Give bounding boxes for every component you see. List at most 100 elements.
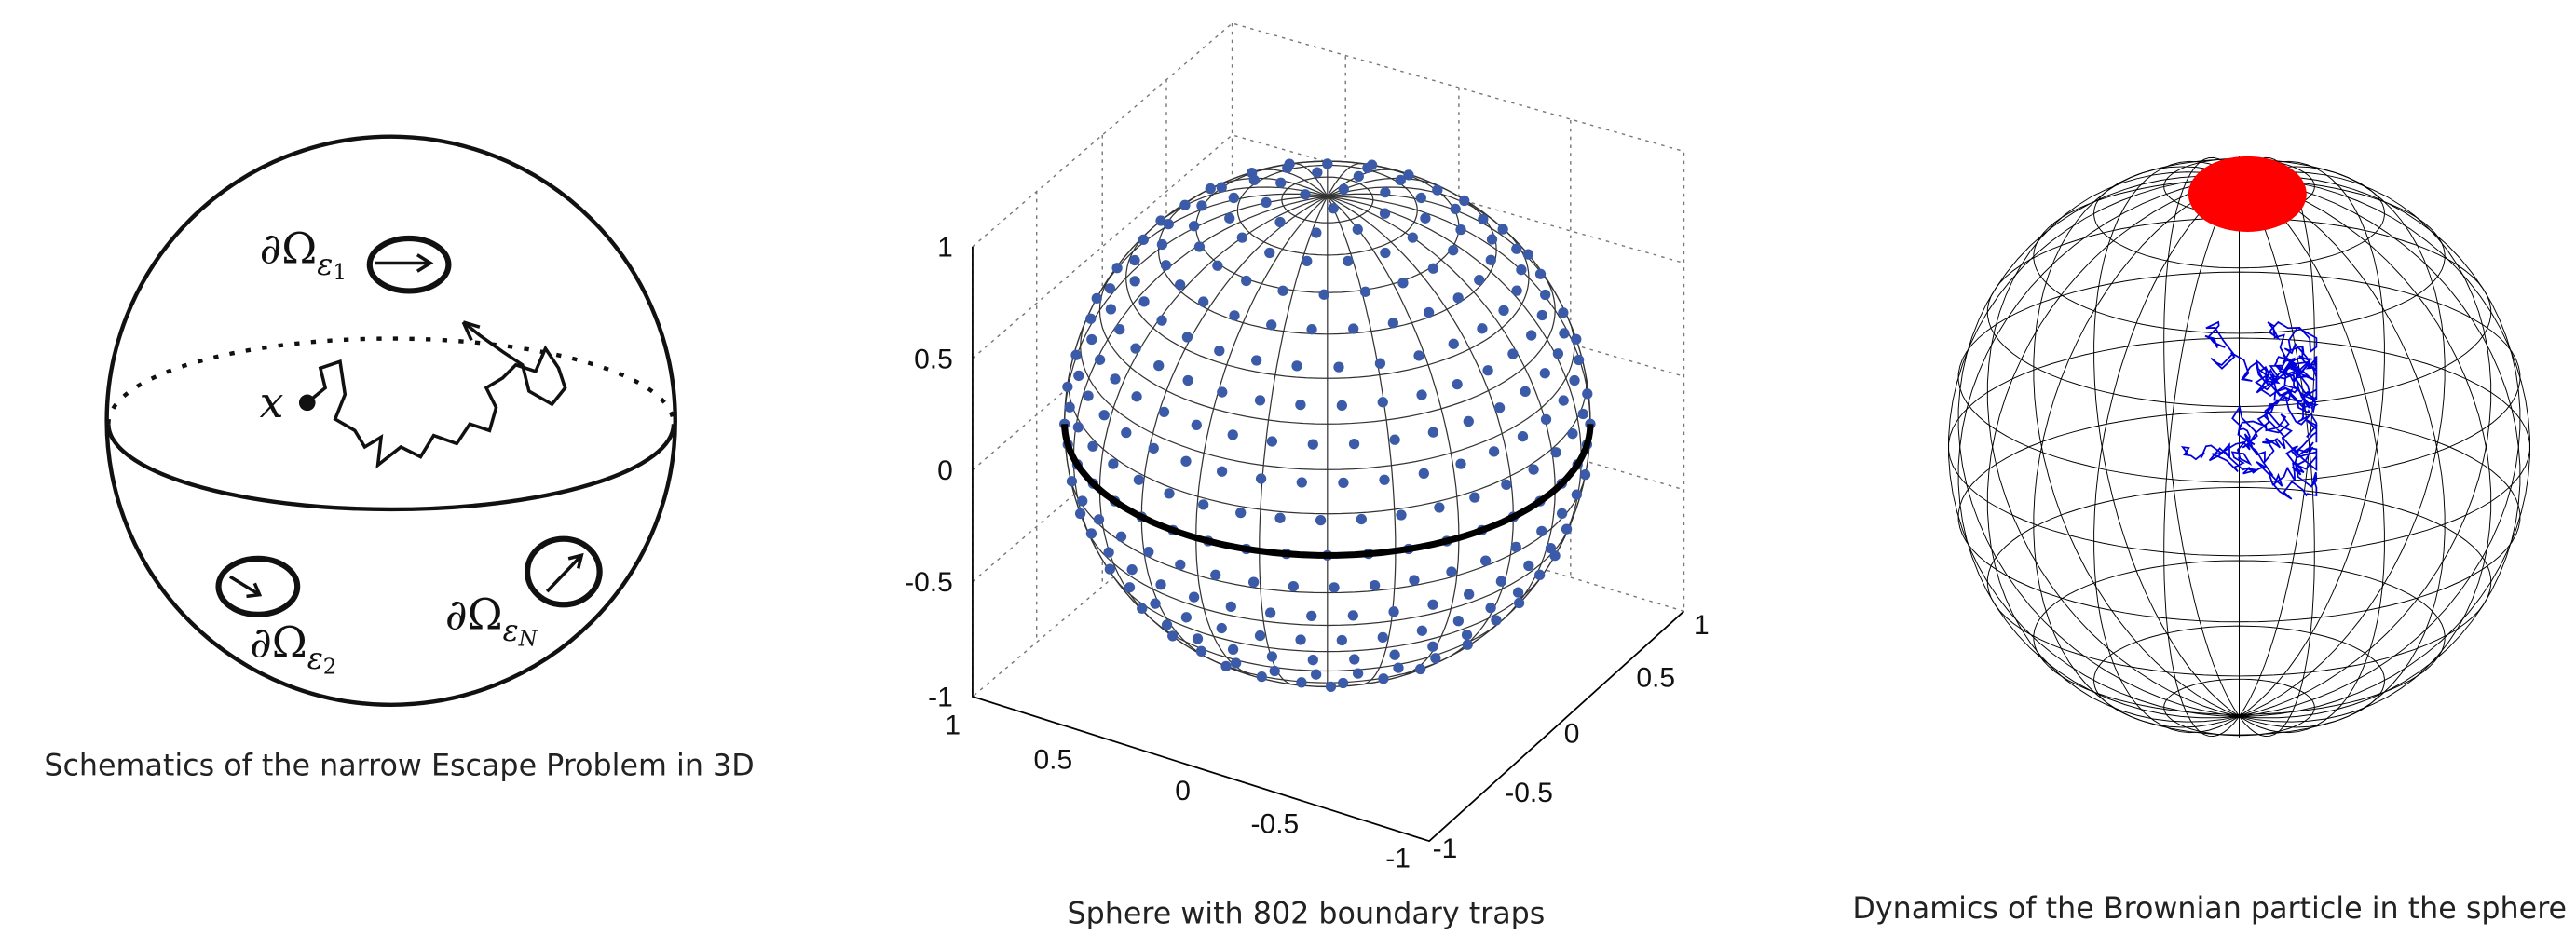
- trap-dot: [1150, 598, 1161, 609]
- trap-dot: [1352, 224, 1363, 235]
- trap-dot: [1266, 319, 1277, 331]
- trap-dot: [1485, 603, 1496, 614]
- trap-dot: [1455, 458, 1466, 469]
- axes: [972, 246, 1685, 843]
- label-base: ∂Ω: [260, 223, 318, 273]
- tick-label: -0.5: [905, 567, 953, 598]
- trap-dot: [1062, 381, 1073, 393]
- trap-dot: [1427, 263, 1439, 274]
- trap-dot: [1300, 189, 1311, 200]
- trap-dot: [1356, 513, 1367, 525]
- trap-dot: [1129, 276, 1140, 287]
- trap-dot: [1307, 439, 1318, 450]
- trap-dot: [1561, 523, 1573, 535]
- trap-dot: [1066, 476, 1078, 487]
- trap-dot: [1104, 283, 1116, 294]
- trap-dot: [1512, 587, 1524, 598]
- trap-n: [524, 535, 603, 608]
- tick-label: 0: [937, 455, 953, 486]
- trap-dot: [1121, 427, 1132, 439]
- trap-dot: [1164, 488, 1175, 499]
- trap-dot: [1479, 555, 1492, 566]
- point-label: x: [260, 377, 284, 427]
- label-subsub: N: [518, 627, 538, 651]
- trap-dot: [1311, 669, 1322, 680]
- trap-dot: [1511, 243, 1522, 254]
- trap-dot: [1158, 406, 1170, 418]
- trap-dot: [1275, 177, 1287, 188]
- z-ticks: 1 0.5 0 -0.5 -1: [905, 232, 953, 712]
- trap-dot: [1094, 354, 1106, 365]
- grid-line: [1293, 162, 1329, 197]
- trap-dot: [1336, 400, 1347, 411]
- trap-dot: [1295, 634, 1306, 645]
- trap-dot: [1077, 495, 1088, 507]
- arrow-n: [545, 552, 584, 593]
- trap-dot: [1312, 167, 1323, 178]
- grid-line: [2033, 166, 2240, 717]
- trap-dot: [1216, 622, 1227, 634]
- trap-dot: [1567, 428, 1578, 440]
- grid-line: [1957, 177, 2240, 719]
- trap-dot: [1556, 508, 1568, 520]
- caption: Dynamics of the Brownian particle in the…: [1852, 892, 2567, 926]
- trap-dot: [1427, 427, 1439, 438]
- grid-line: [1986, 171, 2240, 717]
- trap-dot: [1407, 232, 1418, 243]
- grid-line: [2239, 177, 2385, 734]
- trap-dot: [1522, 249, 1533, 260]
- trap-dot: [1093, 514, 1105, 525]
- trap-dot: [1108, 458, 1119, 469]
- equator-back: [106, 336, 676, 425]
- trap-dot: [1074, 508, 1086, 520]
- trap-1: [366, 235, 452, 294]
- trap-dot: [1469, 492, 1480, 503]
- trap-dot: [1416, 389, 1427, 400]
- trap-dot: [1254, 395, 1266, 406]
- trap-dot: [1072, 422, 1084, 433]
- grid-line: [1327, 196, 1591, 425]
- label-base: ∂Ω: [250, 617, 307, 668]
- trap-dot: [1163, 219, 1174, 230]
- trap-dot: [1130, 343, 1141, 354]
- trap-dot: [1523, 560, 1534, 572]
- random-walk: [306, 320, 567, 469]
- trap-dot: [1477, 323, 1488, 334]
- trap-dot: [1198, 499, 1209, 510]
- tick-label: -1: [1433, 833, 1458, 864]
- trap-label-1: ∂Ωε1: [260, 223, 347, 285]
- trap-dot: [1528, 464, 1539, 475]
- trap-dot: [1474, 274, 1485, 286]
- grid-line: [2239, 160, 2385, 717]
- grid-line: [2239, 177, 2530, 717]
- trap-dot: [1397, 278, 1409, 289]
- start-point: [298, 394, 316, 412]
- trap-dot: [1126, 564, 1138, 576]
- trap-dot: [1415, 192, 1426, 204]
- x-ticks: 1 0.5 0 -0.5 -1: [945, 711, 1411, 874]
- trap-dot: [1274, 512, 1286, 523]
- trap-dot: [1188, 591, 1200, 603]
- trap-dot: [1322, 158, 1333, 169]
- trap-dot: [1448, 338, 1459, 349]
- trap-dot: [1196, 200, 1207, 211]
- trap-dot: [1296, 677, 1307, 688]
- trap-dot: [1427, 599, 1438, 610]
- trap-dot: [1235, 508, 1247, 519]
- trap-dot: [1086, 333, 1097, 346]
- trap-dot: [1452, 616, 1465, 627]
- trap-dot: [1534, 268, 1547, 279]
- grid-line: [1327, 196, 1514, 657]
- trap-dot: [1520, 386, 1531, 397]
- trap-dot: [1498, 305, 1509, 317]
- trap-dot: [1205, 183, 1216, 195]
- trap-dot: [1227, 644, 1239, 656]
- tick-label: -0.5: [1505, 778, 1553, 808]
- tick-label: 0.5: [1033, 745, 1072, 776]
- trap-dot: [1571, 489, 1582, 500]
- trap-dot: [1336, 634, 1347, 646]
- trap-dot: [1343, 255, 1354, 266]
- trap-dot: [1070, 349, 1082, 360]
- trap-sphere: [972, 22, 1685, 843]
